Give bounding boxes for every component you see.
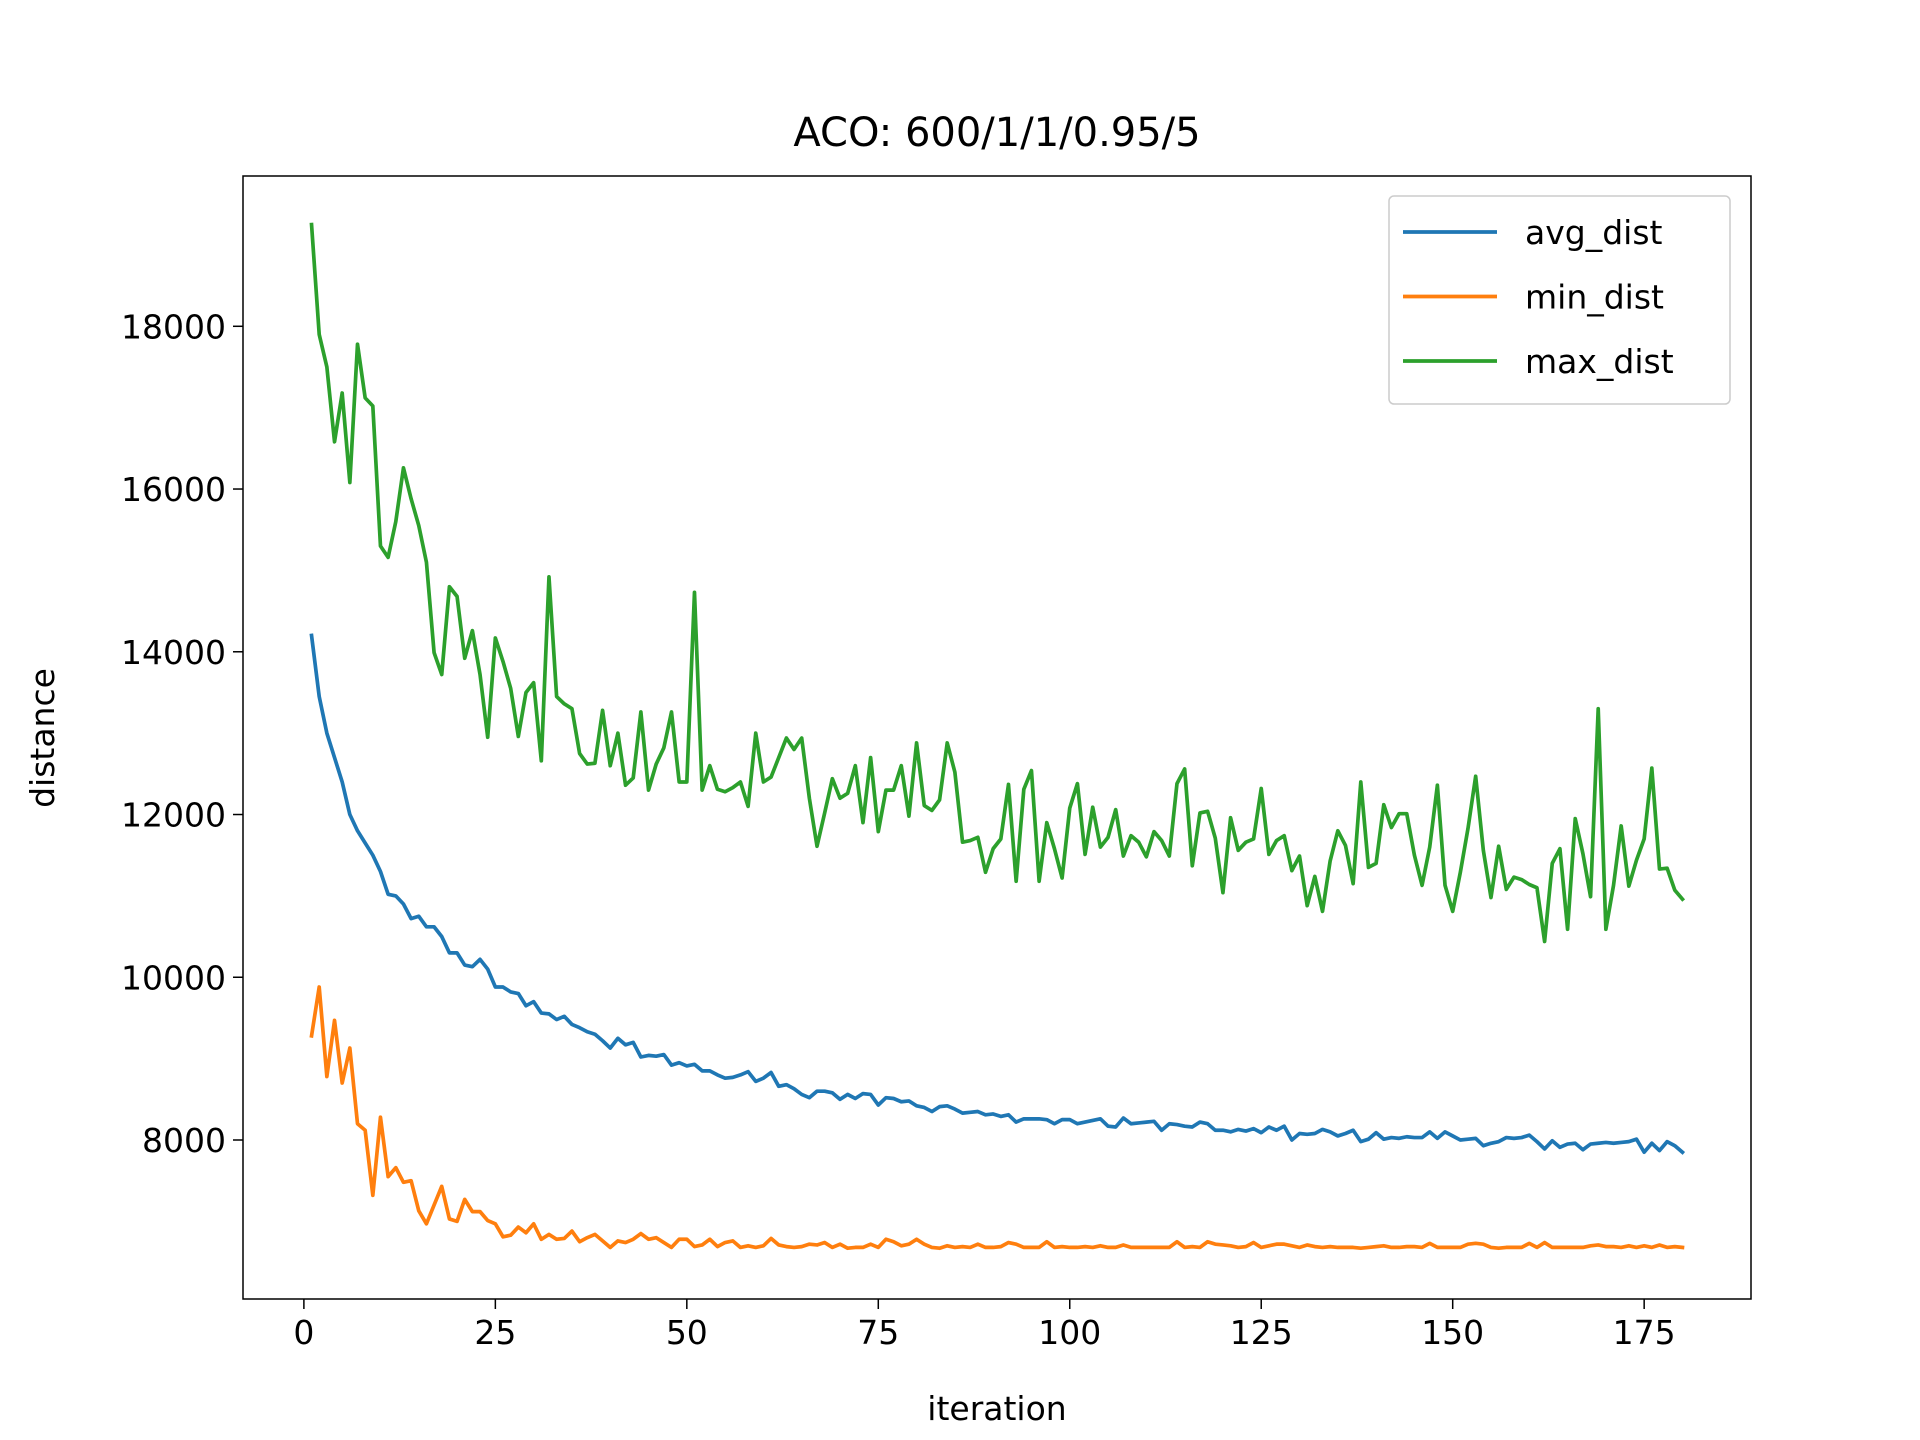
- data-line: [309, 222, 1686, 944]
- x-tick-label: 75: [857, 1313, 899, 1352]
- x-tick-label: 50: [666, 1313, 708, 1352]
- legend-box: [1388, 195, 1731, 405]
- x-tick-label: 0: [293, 1313, 314, 1352]
- y-tick-label: 8000: [142, 1121, 226, 1160]
- x-tick-label: 100: [1038, 1313, 1101, 1352]
- x-tick-label: 25: [474, 1313, 516, 1352]
- legend-label: min_dist: [1525, 278, 1664, 317]
- legend-label: avg_dist: [1525, 213, 1663, 252]
- legend-label: max_dist: [1525, 342, 1674, 381]
- plot-frame: [242, 175, 1752, 1300]
- data-line: [309, 985, 1685, 1251]
- x-tick-label: 125: [1230, 1313, 1293, 1352]
- x-tick-label: 175: [1613, 1313, 1676, 1352]
- y-tick-label: 16000: [121, 470, 226, 509]
- y-tick-label: 18000: [121, 307, 226, 346]
- chart-title: ACO: 600/1/1/0.95/5: [793, 110, 1200, 156]
- y-tick-label: 12000: [121, 796, 226, 835]
- y-tick-label: 14000: [121, 633, 226, 672]
- x-tick-label: 150: [1421, 1313, 1484, 1352]
- data-line: [309, 633, 1686, 1155]
- x-axis-label: iteration: [927, 1389, 1066, 1428]
- y-axis-label: distance: [23, 668, 62, 808]
- y-tick-label: 10000: [121, 958, 226, 997]
